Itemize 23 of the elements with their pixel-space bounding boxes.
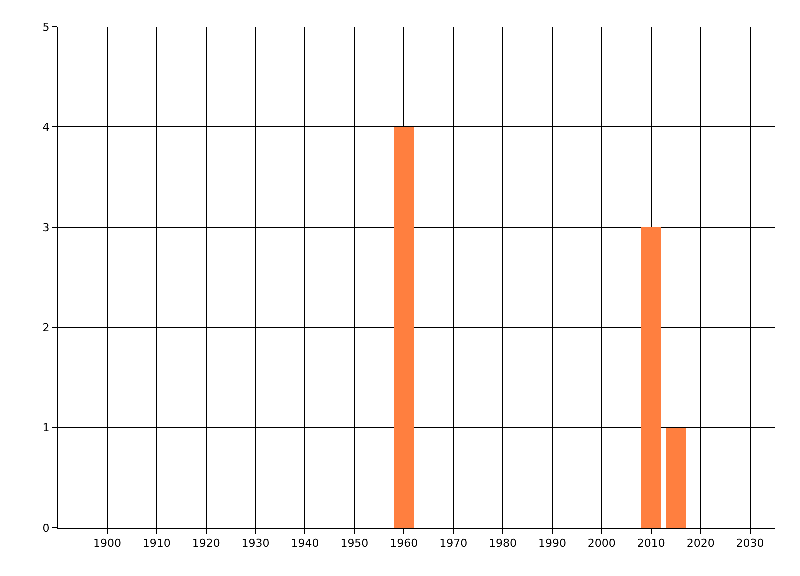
y-tick-label: 5	[42, 20, 50, 34]
x-tick-label: 1980	[489, 537, 518, 550]
x-tick-label: 2020	[686, 537, 715, 550]
y-tick-label: 1	[42, 422, 50, 435]
y-tick-label: 0	[42, 522, 50, 535]
x-tick-label: 1970	[440, 537, 468, 550]
x-tick-label: 1910	[142, 537, 171, 550]
x-tick-label: 1900	[93, 537, 122, 550]
y-tick-label: 4	[42, 121, 50, 134]
x-tick-label: 1960	[390, 537, 418, 550]
x-tick-label: 2010	[637, 537, 666, 550]
bar	[666, 428, 686, 528]
x-tick-label: 1940	[291, 537, 320, 550]
x-tick-label: 2030	[736, 537, 764, 550]
bar	[394, 127, 414, 528]
y-tick-label: 2	[42, 321, 50, 334]
x-tick-label: 1920	[192, 537, 220, 550]
x-tick-label: 1930	[242, 537, 270, 550]
x-tick-label: 2000	[588, 537, 616, 550]
x-tick-label: 1950	[340, 537, 369, 550]
y-tick-label: 3	[42, 221, 50, 234]
bar	[641, 227, 661, 528]
x-tick-label: 1990	[538, 537, 566, 550]
